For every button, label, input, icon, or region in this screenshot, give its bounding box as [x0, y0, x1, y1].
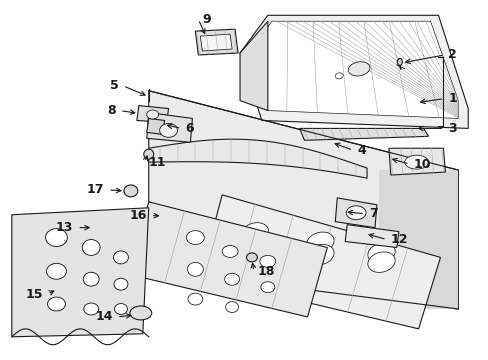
Polygon shape — [378, 170, 457, 309]
Text: 10: 10 — [413, 158, 430, 171]
Polygon shape — [137, 105, 168, 122]
Ellipse shape — [82, 239, 100, 255]
Ellipse shape — [306, 232, 333, 252]
Ellipse shape — [83, 303, 99, 315]
Polygon shape — [335, 198, 376, 228]
Text: 6: 6 — [185, 122, 194, 135]
Polygon shape — [148, 139, 366, 178]
Polygon shape — [146, 118, 164, 134]
Polygon shape — [12, 208, 148, 337]
Text: 7: 7 — [368, 207, 377, 220]
Polygon shape — [240, 21, 267, 111]
Ellipse shape — [306, 244, 333, 265]
Ellipse shape — [186, 231, 204, 244]
Ellipse shape — [225, 302, 238, 312]
Text: 9: 9 — [202, 13, 210, 26]
Polygon shape — [195, 29, 238, 55]
Ellipse shape — [396, 58, 402, 66]
Text: 12: 12 — [390, 233, 407, 246]
Polygon shape — [345, 225, 398, 247]
Text: 4: 4 — [356, 144, 365, 157]
Text: 18: 18 — [257, 265, 275, 278]
Ellipse shape — [45, 229, 67, 247]
Text: 16: 16 — [129, 209, 146, 222]
Ellipse shape — [241, 223, 268, 243]
Ellipse shape — [241, 235, 268, 256]
Polygon shape — [240, 15, 468, 129]
Ellipse shape — [143, 149, 153, 159]
Polygon shape — [146, 113, 192, 142]
Polygon shape — [388, 148, 445, 175]
Ellipse shape — [404, 155, 427, 169]
Ellipse shape — [367, 252, 394, 273]
Ellipse shape — [130, 306, 151, 320]
Ellipse shape — [47, 297, 65, 311]
Ellipse shape — [114, 278, 128, 290]
Ellipse shape — [146, 110, 158, 119]
Ellipse shape — [246, 253, 257, 262]
Ellipse shape — [83, 272, 99, 286]
Polygon shape — [129, 202, 326, 317]
Text: 13: 13 — [56, 221, 73, 234]
Text: 1: 1 — [447, 92, 456, 105]
Ellipse shape — [222, 246, 238, 257]
Polygon shape — [148, 91, 457, 309]
Text: 3: 3 — [447, 122, 456, 135]
Text: 8: 8 — [107, 104, 116, 117]
Ellipse shape — [187, 262, 203, 276]
Ellipse shape — [114, 303, 127, 314]
Polygon shape — [247, 21, 457, 118]
Ellipse shape — [347, 62, 369, 76]
Polygon shape — [200, 195, 440, 329]
Ellipse shape — [224, 273, 239, 285]
Ellipse shape — [187, 293, 203, 305]
Ellipse shape — [160, 123, 177, 137]
Polygon shape — [299, 129, 427, 140]
Ellipse shape — [260, 282, 274, 293]
Ellipse shape — [259, 255, 275, 267]
Ellipse shape — [46, 264, 66, 279]
Text: 17: 17 — [86, 184, 104, 197]
Polygon shape — [200, 34, 232, 51]
Text: 11: 11 — [148, 156, 166, 168]
Ellipse shape — [113, 251, 128, 264]
Text: 5: 5 — [110, 79, 119, 92]
Ellipse shape — [123, 185, 138, 197]
Text: 2: 2 — [447, 49, 456, 62]
Text: 14: 14 — [95, 310, 113, 323]
Text: 15: 15 — [26, 288, 43, 301]
Ellipse shape — [367, 243, 394, 263]
Ellipse shape — [335, 73, 343, 79]
Ellipse shape — [346, 206, 366, 220]
